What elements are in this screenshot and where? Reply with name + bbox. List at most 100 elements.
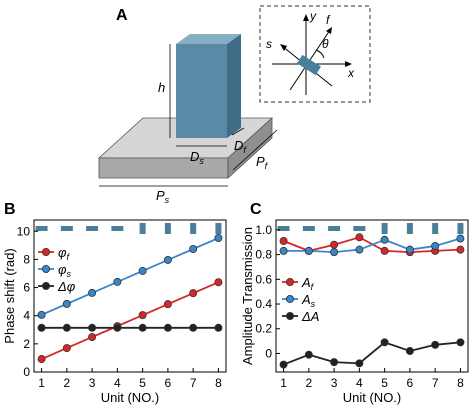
panel-a: A h Ds Df Pf Ps xyxy=(97,5,371,205)
unit-bar-3 xyxy=(328,226,341,231)
substrate-front xyxy=(98,157,229,179)
data-point xyxy=(189,289,198,298)
unit-indicator-c xyxy=(277,223,464,234)
data-point xyxy=(189,244,198,253)
unit-bar-7 xyxy=(190,223,197,234)
series-line-0 xyxy=(41,281,219,360)
inset-theta: θ xyxy=(322,37,329,51)
data-point xyxy=(431,340,440,349)
unit-bar-4 xyxy=(353,226,366,231)
data-point xyxy=(138,311,147,320)
y-tick-label: 0.4 xyxy=(255,297,272,311)
unit-bar-6 xyxy=(164,223,171,234)
unit-bar-6 xyxy=(406,223,413,234)
data-point xyxy=(279,246,288,255)
y-tick-label: 2 xyxy=(23,337,30,351)
unit-bar-3 xyxy=(86,226,99,231)
data-point xyxy=(214,234,223,243)
x-tick-label: 8 xyxy=(457,376,464,390)
dimension-lines xyxy=(99,44,278,187)
data-point xyxy=(113,277,122,286)
data-point xyxy=(355,245,364,254)
x-tick-label: 5 xyxy=(139,376,146,390)
data-point xyxy=(62,323,71,332)
data-point xyxy=(163,323,172,332)
data-point xyxy=(88,323,97,332)
ps-label: Ps xyxy=(156,188,170,205)
data-point xyxy=(405,346,414,355)
x-tick-label: 1 xyxy=(38,376,45,390)
data-point xyxy=(456,234,465,243)
x-tick-label: 4 xyxy=(356,376,363,390)
y-tick-label: 10 xyxy=(17,224,31,238)
x-tick-label: 1 xyxy=(280,376,287,390)
unit-bar-5 xyxy=(381,223,388,234)
data-point xyxy=(62,299,71,308)
inset-s: s xyxy=(266,37,272,51)
series-b xyxy=(37,234,223,364)
data-point xyxy=(355,359,364,368)
data-point xyxy=(330,248,339,257)
unit-bar-7 xyxy=(432,223,439,234)
data-point xyxy=(37,323,46,332)
y-tick-label: 0 xyxy=(265,346,272,360)
x-tick-label: 4 xyxy=(114,376,121,390)
data-point xyxy=(380,338,389,347)
data-point xyxy=(214,323,223,332)
legend-label: φs xyxy=(58,262,71,279)
data-point xyxy=(113,323,122,332)
y-tick-label: 0.6 xyxy=(255,272,272,286)
y-tick-label: 0.2 xyxy=(255,322,272,336)
y-axis-label-c: Amplitude Transmission xyxy=(240,227,255,365)
ds-label: Ds xyxy=(190,149,204,166)
x-tick-label: 7 xyxy=(432,376,439,390)
panel-a-label: A xyxy=(116,7,128,24)
legend-label: ΔA xyxy=(301,309,319,324)
unit-bar-1 xyxy=(35,226,48,231)
data-point xyxy=(304,246,313,255)
x-ticks-c: 1 2 3 4 5 6 7 8 xyxy=(280,368,464,390)
unit-bar-8 xyxy=(457,223,464,234)
legend-marker xyxy=(42,264,51,273)
data-point xyxy=(88,288,97,297)
data-point xyxy=(214,278,223,287)
height-label: h xyxy=(158,80,165,95)
y-axis-label-b: Phase shift (rad) xyxy=(2,248,17,343)
substrate-side xyxy=(227,117,273,179)
data-point xyxy=(163,255,172,264)
legend-marker xyxy=(42,247,51,256)
y-tick-label: 0.8 xyxy=(255,248,272,262)
data-point xyxy=(279,237,288,246)
data-point xyxy=(62,344,71,353)
data-point xyxy=(37,310,46,319)
unit-bar-2 xyxy=(60,226,73,231)
x-tick-label: 6 xyxy=(407,376,414,390)
legend-marker xyxy=(42,281,51,290)
unit-bar-8 xyxy=(215,223,222,234)
y-ticks-c: 0 0.2 0.4 0.6 0.8 1.0 xyxy=(255,223,280,360)
legend-label: φf xyxy=(58,245,70,262)
data-point xyxy=(189,323,198,332)
x-tick-label: 6 xyxy=(165,376,172,390)
data-point xyxy=(88,333,97,342)
y-tick-label: 0 xyxy=(23,365,30,379)
x-ticks-b: 1 2 3 4 5 6 7 8 xyxy=(38,368,222,390)
data-point xyxy=(380,246,389,255)
axes-inset: y x s f θ xyxy=(259,5,371,103)
y-tick-label: 8 xyxy=(23,252,30,266)
unit-bar-1 xyxy=(277,226,290,231)
data-point xyxy=(431,241,440,250)
x-tick-label: 3 xyxy=(331,376,338,390)
x-tick-label: 3 xyxy=(89,376,96,390)
data-point xyxy=(304,350,313,359)
data-point xyxy=(380,235,389,244)
data-point xyxy=(138,266,147,275)
data-point xyxy=(405,245,414,254)
series-line-2 xyxy=(283,341,461,366)
pillar-side xyxy=(227,34,241,138)
unit-bar-4 xyxy=(111,226,124,231)
x-tick-label: 5 xyxy=(381,376,388,390)
pf-label: Pf xyxy=(256,154,269,171)
inset-y: y xyxy=(309,9,317,23)
